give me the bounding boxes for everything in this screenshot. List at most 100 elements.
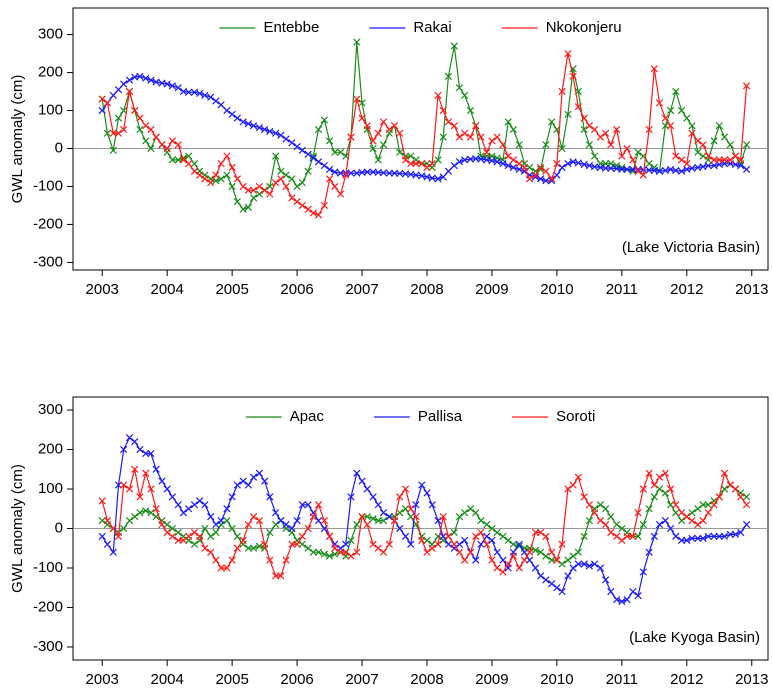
marker: [353, 520, 361, 529]
marker: [163, 485, 171, 493]
marker: [401, 505, 410, 513]
marker: [688, 509, 696, 517]
marker: [190, 528, 199, 537]
marker: [179, 536, 188, 544]
marker: [661, 516, 669, 525]
marker: [461, 509, 469, 517]
marker: [564, 572, 572, 580]
marker: [726, 530, 734, 539]
marker: [196, 171, 204, 179]
marker: [574, 560, 582, 568]
marker: [704, 509, 712, 517]
x-tick-label: 2007: [345, 671, 378, 688]
marker: [618, 536, 626, 544]
marker: [418, 481, 426, 489]
marker: [358, 477, 366, 485]
marker: [466, 133, 475, 141]
marker: [217, 175, 225, 183]
marker: [472, 532, 480, 541]
marker: [525, 556, 534, 564]
marker: [298, 540, 306, 548]
marker: [596, 516, 605, 525]
marker: [666, 122, 675, 130]
marker: [147, 485, 155, 493]
marker: [363, 122, 371, 130]
marker: [260, 540, 269, 548]
marker: [401, 485, 410, 493]
marker: [455, 158, 464, 166]
marker: [428, 501, 436, 509]
marker: [488, 524, 496, 533]
marker: [260, 186, 269, 194]
marker: [179, 154, 188, 162]
marker: [309, 152, 317, 160]
marker: [304, 167, 312, 175]
legend-label: Entebbe: [263, 19, 319, 36]
y-tick-label: 300: [38, 26, 63, 43]
marker: [444, 540, 453, 548]
marker: [493, 158, 501, 166]
y-axis-title: GWL anomaly (cm): [9, 75, 26, 204]
marker: [726, 141, 734, 149]
marker: [396, 509, 404, 517]
marker: [613, 125, 621, 134]
marker: [655, 99, 664, 107]
marker: [196, 89, 204, 98]
marker: [542, 177, 550, 185]
x-tick-label: 2009: [475, 281, 508, 298]
marker: [601, 129, 610, 137]
marker: [520, 556, 529, 564]
marker: [574, 103, 582, 111]
marker: [699, 516, 707, 525]
marker: [374, 516, 382, 525]
marker: [720, 469, 729, 477]
marker: [450, 528, 458, 537]
marker: [423, 536, 431, 544]
marker: [677, 106, 686, 115]
marker: [255, 542, 264, 550]
marker: [601, 576, 610, 584]
marker: [266, 127, 274, 136]
marker: [168, 532, 177, 541]
marker: [168, 137, 177, 145]
x-tick-label: 2008: [410, 671, 443, 688]
marker: [731, 152, 740, 160]
marker: [401, 532, 410, 541]
marker: [472, 556, 480, 564]
marker: [277, 572, 285, 580]
legend-label: Soroti: [556, 408, 595, 425]
marker: [131, 106, 139, 115]
marker: [596, 501, 605, 509]
marker: [125, 87, 134, 96]
marker: [212, 556, 220, 564]
marker: [163, 528, 171, 537]
marker: [374, 501, 382, 509]
marker: [418, 536, 426, 544]
marker: [537, 163, 545, 172]
marker: [288, 175, 296, 183]
marker: [201, 544, 209, 552]
marker: [710, 137, 718, 145]
marker: [645, 548, 653, 556]
marker: [634, 509, 642, 517]
marker: [737, 528, 745, 537]
marker: [331, 550, 339, 558]
marker: [623, 165, 631, 174]
marker: [694, 520, 702, 529]
marker: [396, 169, 404, 178]
series-line: [101, 469, 748, 577]
legend-label: Nkokonjeru: [546, 19, 622, 36]
marker: [629, 588, 637, 596]
marker: [542, 141, 550, 149]
marker: [233, 544, 241, 552]
marker: [152, 133, 160, 141]
marker: [120, 524, 128, 533]
x-tick-label: 2009: [475, 671, 508, 688]
marker: [396, 129, 404, 137]
marker: [125, 76, 134, 84]
marker: [450, 161, 458, 170]
marker: [666, 106, 675, 115]
marker: [542, 552, 550, 560]
marker: [158, 141, 166, 149]
marker: [742, 501, 751, 509]
